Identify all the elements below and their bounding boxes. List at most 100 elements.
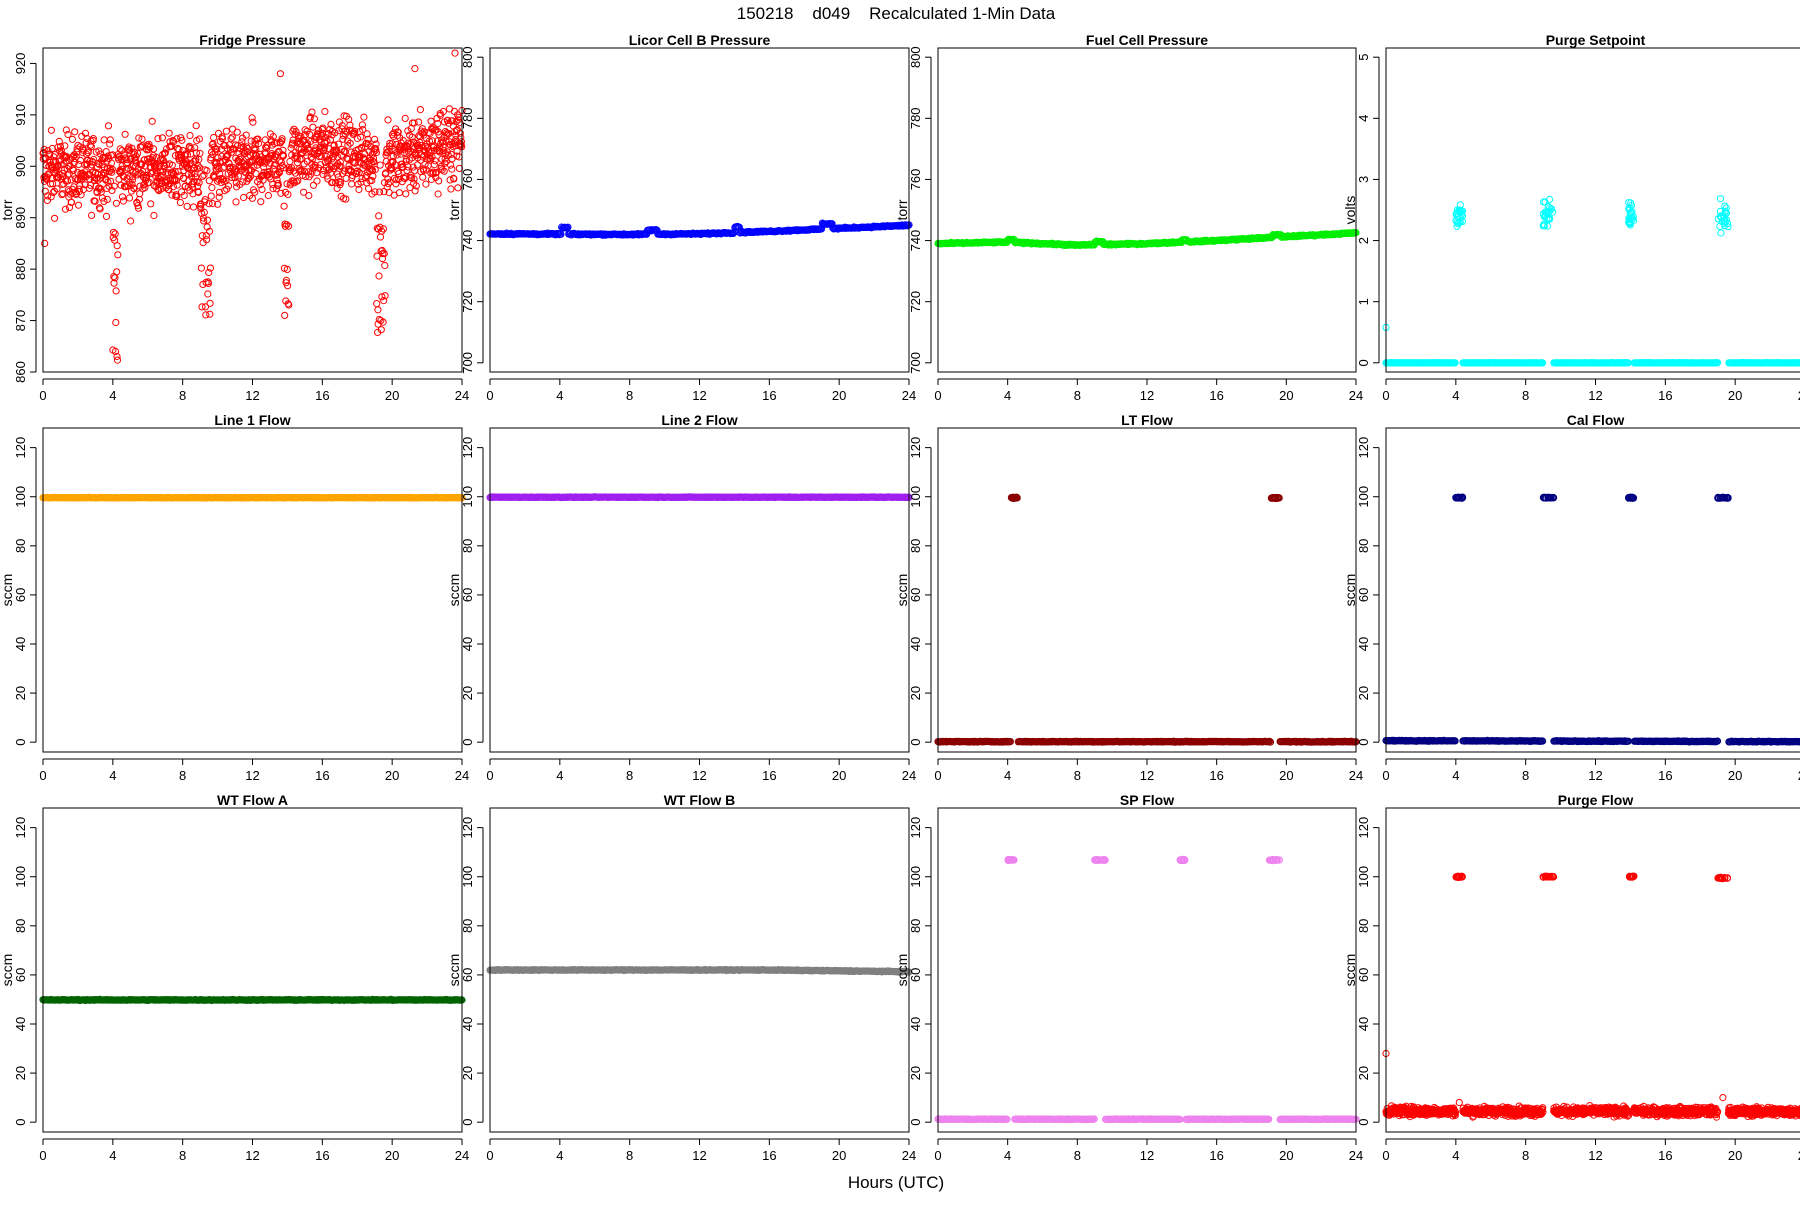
line-2-flow-y-tick-label: 0	[460, 739, 475, 746]
fridge-pressure-point	[412, 66, 418, 72]
fuel-cell-pressure-x-tick-label: 12	[1140, 388, 1154, 403]
fridge-pressure-y-tick-label: 910	[13, 104, 28, 126]
fridge-pressure-point	[449, 166, 455, 172]
fridge-pressure-point	[166, 130, 172, 136]
licor-cell-b-pressure-ylabel: torr	[446, 199, 462, 220]
fridge-pressure-point	[234, 129, 240, 135]
line-2-flow-x-tick-label: 20	[832, 768, 846, 783]
line-2-flow-frame	[490, 428, 909, 752]
line-2-flow-x-tick-label: 16	[762, 768, 776, 783]
fridge-pressure-point	[205, 291, 211, 297]
purge-setpoint-points	[1383, 196, 1800, 367]
licor-cell-b-pressure-x-tick-label: 12	[692, 388, 706, 403]
lt-flow-y-tick-label: 120	[908, 437, 923, 459]
fuel-cell-pressure-x-tick-label: 8	[1074, 388, 1081, 403]
fuel-cell-pressure-y-tick-label: 800	[908, 46, 923, 68]
line-2-flow-y-tick-label: 100	[460, 486, 475, 508]
lt-flow-x-tick-label: 20	[1279, 768, 1293, 783]
fridge-pressure-point	[435, 191, 441, 197]
fridge-pressure-point	[349, 181, 355, 187]
line-2-flow-y-tick-label: 20	[460, 686, 475, 700]
fridge-pressure-point	[128, 218, 134, 224]
fridge-pressure-point	[159, 135, 165, 141]
fridge-pressure-y-tick-label: 860	[13, 361, 28, 383]
cal-flow-title: Cal Flow	[1567, 412, 1625, 428]
fridge-pressure-point	[411, 168, 417, 174]
fridge-pressure-point	[241, 194, 247, 200]
line-1-flow-x-tick-label: 16	[315, 768, 329, 783]
fridge-pressure-point	[113, 288, 119, 294]
licor-cell-b-pressure-points	[487, 220, 912, 238]
fridge-pressure-point	[452, 50, 458, 56]
fridge-pressure-point	[417, 107, 423, 113]
fridge-pressure-point	[113, 319, 119, 325]
fridge-pressure-point	[376, 213, 382, 219]
fridge-pressure-point	[229, 134, 235, 140]
line-2-flow-y-tick-label: 40	[460, 637, 475, 651]
figure-title: 150218 d049 Recalculated 1-Min Data	[737, 4, 1056, 23]
fuel-cell-pressure-ylabel: torr	[894, 199, 910, 220]
fridge-pressure-point	[107, 137, 113, 143]
fridge-pressure-point	[149, 118, 155, 124]
fuel-cell-pressure-x-tick-label: 4	[1004, 388, 1011, 403]
lt-flow-x-tick-label: 0	[934, 768, 941, 783]
fridge-pressure-point	[119, 194, 125, 200]
fridge-pressure-point	[428, 118, 434, 124]
fridge-pressure-point	[69, 136, 75, 142]
fridge-pressure-points	[40, 50, 465, 363]
line-1-flow-x-tick-label: 8	[179, 768, 186, 783]
lt-flow-x-tick-label: 12	[1140, 768, 1154, 783]
fridge-pressure-point	[449, 156, 455, 162]
fridge-pressure-point	[148, 201, 154, 207]
fridge-pressure-point	[249, 115, 255, 121]
licor-cell-b-pressure-x-tick-label: 0	[486, 388, 493, 403]
fridge-pressure-point	[377, 234, 383, 240]
fridge-pressure-point	[448, 162, 454, 168]
licor-cell-b-pressure-y-tick-label: 720	[460, 291, 475, 313]
fridge-pressure-point	[377, 162, 383, 168]
line-1-flow-x-tick-label: 12	[245, 768, 259, 783]
purge-setpoint-y-tick-label: 0	[1356, 359, 1371, 366]
purge-setpoint-x-tick-label: 8	[1522, 388, 1529, 403]
fridge-pressure-x-tick-label: 4	[109, 388, 116, 403]
lt-flow-title: LT Flow	[1121, 412, 1173, 428]
fridge-pressure-point	[423, 181, 429, 187]
lt-flow-y-tick-label: 40	[908, 637, 923, 651]
licor-cell-b-pressure-x-tick-label: 8	[626, 388, 633, 403]
fridge-pressure-point	[52, 215, 58, 221]
fuel-cell-pressure-x-tick-label: 24	[1349, 388, 1363, 403]
fridge-pressure-point	[416, 119, 422, 125]
fridge-pressure-point	[361, 114, 367, 120]
fuel-cell-pressure-y-tick-label: 760	[908, 169, 923, 191]
fridge-pressure-point	[282, 312, 288, 318]
fuel-cell-pressure-x-tick-label: 0	[934, 388, 941, 403]
licor-cell-b-pressure-y-tick-label: 740	[460, 230, 475, 252]
panel-purge-setpoint: Purge Setpointvolts04812162024012345	[1342, 32, 1800, 403]
lt-flow-x-tick-label: 4	[1004, 768, 1011, 783]
purge-setpoint-ylabel: volts	[1342, 196, 1358, 225]
licor-cell-b-pressure-title: Licor Cell B Pressure	[629, 32, 771, 48]
fridge-pressure-x-tick-label: 0	[39, 388, 46, 403]
fuel-cell-pressure-x-tick-label: 16	[1209, 388, 1223, 403]
purge-setpoint-x-tick-label: 12	[1588, 388, 1602, 403]
fridge-pressure-point	[208, 193, 214, 199]
line-2-flow-y-tick-label: 120	[460, 437, 475, 459]
lt-flow-y-tick-label: 0	[908, 739, 923, 746]
fridge-pressure-point	[233, 199, 239, 205]
fridge-pressure-y-tick-label: 880	[13, 258, 28, 280]
purge-setpoint-x-tick-label: 20	[1728, 388, 1742, 403]
fridge-pressure-point	[374, 301, 380, 307]
fridge-pressure-point	[48, 127, 54, 133]
lt-flow-y-tick-label: 100	[908, 486, 923, 508]
line-1-flow-y-tick-label: 0	[13, 739, 28, 746]
fuel-cell-pressure-title: Fuel Cell Pressure	[1086, 32, 1208, 48]
fridge-pressure-point	[207, 311, 213, 317]
licor-cell-b-pressure-y-tick-label: 780	[460, 107, 475, 129]
